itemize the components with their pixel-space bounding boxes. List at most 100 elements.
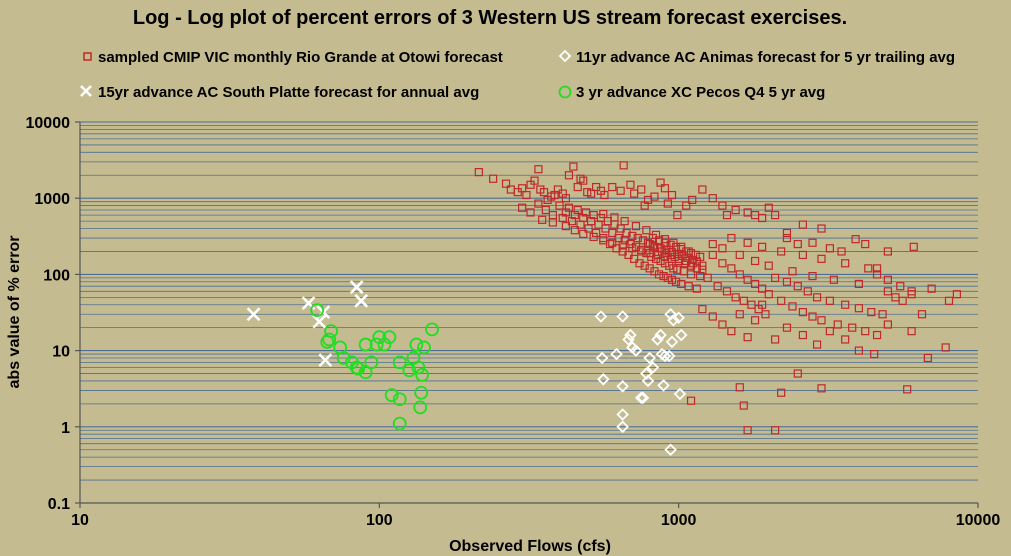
data-point-square	[555, 201, 564, 210]
data-point-diamond	[657, 379, 670, 392]
data-point-square	[750, 279, 760, 289]
data-point-square	[628, 244, 637, 253]
data-point-square	[864, 264, 873, 273]
tick-labels: 10 100 1000 10000 0.1 1 10 100 1000 10000	[26, 115, 1001, 529]
data-point-square	[620, 217, 629, 226]
data-point-square	[870, 349, 879, 359]
data-point-square	[688, 195, 697, 204]
data-point-square	[771, 273, 780, 282]
chart-title: Log - Log plot of percent errors of 3 We…	[133, 7, 847, 29]
legend-entry-south-platte: 15yr advance AC South Platte forecast fo…	[80, 84, 479, 101]
data-point-square	[812, 340, 822, 349]
data-point-square	[777, 296, 786, 305]
legend-label-animas: 11yr advance AC Animas forecast for 5 yr…	[576, 49, 955, 66]
data-point-square	[758, 213, 767, 223]
data-point-square	[872, 330, 882, 340]
data-point-square	[534, 165, 543, 174]
data-point-square	[589, 232, 598, 242]
data-point-square	[656, 244, 665, 253]
data-point-square	[640, 261, 649, 270]
data-point-square	[883, 275, 892, 284]
data-point-square	[872, 270, 882, 279]
data-point-square	[771, 335, 780, 344]
data-point-square	[573, 182, 582, 192]
data-point-square	[731, 205, 740, 215]
data-point-square	[718, 201, 727, 210]
data-point-square	[610, 213, 619, 222]
data-point-square	[898, 296, 907, 305]
data-point-square	[600, 190, 609, 200]
data-point-square	[570, 226, 579, 235]
data-point-square	[663, 273, 672, 282]
data-point-square	[944, 296, 954, 305]
data-point-square	[541, 205, 550, 215]
data-point-circle	[358, 337, 373, 352]
data-point-diamond	[672, 311, 685, 325]
data-point-square	[659, 271, 668, 281]
data-point-square	[743, 333, 752, 342]
data-point-square	[771, 426, 780, 435]
data-point-square	[618, 241, 627, 250]
data-point-square	[777, 388, 786, 397]
data-point-square	[722, 211, 732, 220]
data-point-square	[735, 270, 744, 279]
y-tick-label: 100	[43, 267, 70, 284]
data-point-square	[735, 250, 744, 260]
data-point-x	[349, 280, 364, 295]
x-axis-label: Observed Flows (cfs)	[449, 538, 611, 555]
legend-marker-circle	[558, 85, 572, 99]
data-point-diamond	[616, 310, 629, 323]
y-tick-label: 1000	[34, 191, 70, 208]
x-tick-label: 1000	[661, 512, 697, 529]
data-point-square	[608, 182, 617, 192]
data-point-square	[817, 254, 826, 263]
data-point-square	[686, 270, 696, 279]
data-point-square	[883, 287, 892, 296]
data-point-square	[534, 199, 543, 208]
x-tick-label: 100	[366, 512, 393, 529]
data-point-square	[587, 189, 596, 198]
data-point-square	[645, 249, 654, 258]
axes	[75, 121, 979, 508]
data-point-square	[667, 190, 677, 200]
x-tick-label: 10000	[956, 512, 1001, 529]
data-point-circle	[384, 388, 399, 403]
data-point-square	[650, 242, 659, 251]
data-point-square	[743, 426, 752, 435]
data-point-square	[654, 236, 664, 245]
data-point-square	[626, 180, 635, 189]
data-point-square	[645, 264, 654, 273]
data-point-circle	[351, 361, 366, 376]
data-point-square	[626, 239, 635, 249]
data-point-square	[833, 320, 842, 329]
data-point-square	[917, 310, 927, 319]
data-point-diamond	[616, 380, 629, 393]
data-point-square	[747, 300, 756, 309]
data-point-diamond	[597, 373, 610, 386]
data-point-square	[650, 192, 659, 201]
data-point-square	[698, 265, 707, 274]
data-point-square	[564, 203, 574, 212]
data-point-square	[518, 184, 527, 193]
legend-label-rio-grande: sampled CMIP VIC monthly Rio Grande at O…	[98, 49, 503, 66]
data-point-square	[691, 250, 700, 260]
data-point-square	[489, 174, 498, 183]
data-point-circle	[392, 355, 407, 370]
data-point-square	[660, 238, 670, 247]
data-point-diamond	[616, 420, 629, 434]
data-point-square	[731, 293, 740, 302]
data-point-square	[686, 261, 696, 270]
data-point-square	[743, 275, 752, 284]
gridlines	[80, 121, 978, 481]
data-point-square	[548, 218, 557, 227]
data-point-square	[522, 190, 531, 200]
data-point-circle	[409, 337, 424, 352]
data-point-x	[354, 293, 369, 308]
data-point-square	[569, 162, 578, 171]
data-point-circle	[324, 324, 338, 339]
data-point-circle	[369, 337, 384, 352]
data-point-square	[666, 240, 675, 249]
data-point-diamond	[629, 344, 643, 357]
data-point-square	[841, 259, 850, 268]
data-point-circle	[402, 363, 417, 378]
